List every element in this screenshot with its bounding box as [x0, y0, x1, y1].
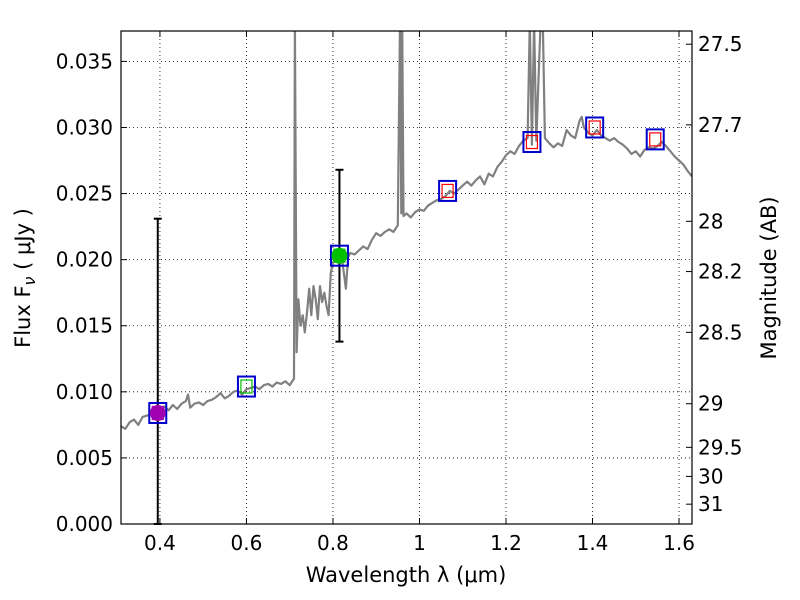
- model-box-outer: [329, 244, 349, 267]
- y-tick-label: 0.030: [56, 115, 113, 139]
- right-tick-label: 31: [698, 492, 723, 516]
- tick-layer: 0.4 0.6 0.8 1 1.2 1.4 1.6 0.000 0.005 0.010 0.015 0…: [56, 31, 743, 555]
- model-box-inner: [441, 183, 454, 199]
- y-axis-left-label: Flux Fν ( μJy ): [11, 208, 39, 348]
- model-box-inner: [588, 120, 601, 135]
- model-box-outer: [645, 128, 665, 151]
- model-box-outer: [438, 179, 458, 202]
- model-box-inner: [649, 132, 662, 147]
- grid-layer: [121, 31, 692, 525]
- right-tick-label: 30: [698, 464, 723, 488]
- x-tick-label: 1: [413, 531, 426, 555]
- y-tick-label: 0.010: [56, 380, 113, 404]
- x-tick-label: 0.6: [231, 531, 263, 555]
- marker-layer: [148, 116, 665, 525]
- photometry-point: [149, 404, 166, 421]
- plot-frame: [120, 30, 693, 525]
- x-tick-label: 0.8: [317, 531, 349, 555]
- y-tick-label: 0.025: [56, 182, 113, 206]
- right-tick-label: 28: [698, 209, 723, 233]
- right-tick-label: 27.7: [698, 113, 743, 137]
- y-tick-label: 0.000: [56, 512, 113, 536]
- y-tick-label: 0.015: [56, 314, 113, 338]
- x-tick-label: 1.2: [490, 531, 522, 555]
- photometry-point: [331, 247, 348, 264]
- x-tick-label: 1.4: [577, 531, 609, 555]
- svg-text:Flux Fν ( μJy ): Flux Fν ( μJy ): [11, 208, 39, 348]
- model-box-inner: [525, 134, 539, 150]
- x-axis-label: Wavelength λ (μm): [306, 563, 507, 587]
- y-tick-label: 0.005: [56, 446, 113, 470]
- y-label-units: ( μJy ): [11, 208, 35, 276]
- y-label-text: Flux F: [11, 285, 35, 347]
- model-box-outer: [236, 375, 256, 398]
- model-box-outer: [148, 401, 168, 424]
- right-tick-label: 29: [698, 392, 723, 416]
- y-tick-label: 0.020: [56, 248, 113, 272]
- model-box-outer: [585, 116, 605, 139]
- plot-layer: [121, 31, 692, 430]
- model-box-outer: [522, 131, 542, 154]
- right-tick-label: 29.5: [698, 435, 743, 459]
- spectrum-line: [121, 31, 692, 430]
- model-box-inner: [240, 379, 253, 394]
- x-tick-label: 0.4: [144, 531, 176, 555]
- y-axis-right-label: Magnitude (AB): [757, 196, 781, 359]
- right-tick-label: 27.5: [698, 32, 743, 56]
- right-tick-label: 28.5: [698, 320, 743, 344]
- y-tick-label: 0.035: [56, 49, 113, 73]
- x-tick-label: 1.6: [663, 531, 695, 555]
- right-tick-label: 28.2: [698, 260, 743, 284]
- y-label-subscript: ν: [20, 276, 39, 285]
